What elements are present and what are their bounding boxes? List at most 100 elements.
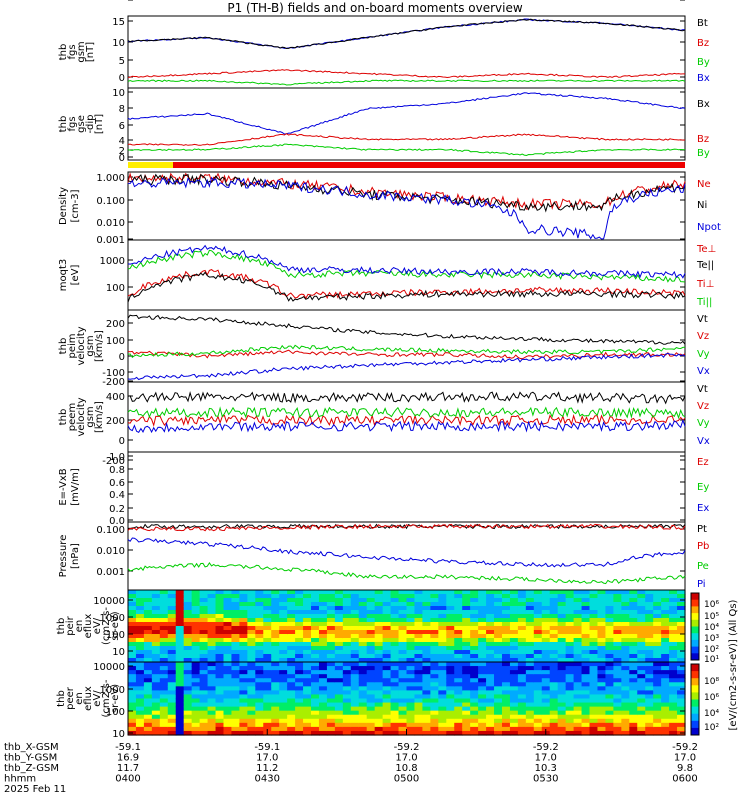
spectrogram-cell (517, 638, 527, 643)
spectrogram-cell (167, 654, 177, 659)
spectrogram-cell (175, 598, 185, 603)
spectrogram-cell (438, 702, 447, 708)
spectrogram-cell (215, 650, 225, 655)
spectrogram-cell (589, 702, 599, 708)
spectrogram-cell (549, 638, 559, 643)
spectrogram-cell (390, 654, 400, 659)
spectrogram-cell (223, 642, 233, 647)
spectrogram-cell (382, 718, 392, 724)
spectrogram-cell (366, 666, 376, 671)
spectrogram-cell (677, 722, 686, 728)
spectrogram-cell (573, 702, 583, 708)
spectrogram-cell (549, 702, 559, 708)
spectrogram-cell (239, 730, 248, 736)
spectrogram-cell (581, 646, 591, 651)
spectrogram-cell (207, 690, 217, 696)
spectrogram-cell (478, 594, 487, 599)
spectrogram-cell (255, 590, 264, 595)
series-Pt (127, 523, 686, 530)
spectrogram-cell (589, 730, 599, 736)
spectrogram-cell (478, 634, 487, 639)
spectrogram-cell (669, 638, 678, 643)
spectrogram-cell (151, 662, 161, 667)
spectrogram-cell (318, 690, 328, 696)
spectrogram-cell (573, 654, 583, 659)
spectrogram-cell (414, 702, 424, 708)
spectrogram-cell (223, 622, 233, 627)
spectrogram-cell (279, 718, 288, 724)
spectrogram-cell (326, 650, 336, 655)
spectrogram-cell (661, 674, 670, 679)
spectrogram-cell (271, 722, 280, 728)
footer-value: 17.0 (674, 753, 696, 764)
spectrogram-cell (342, 614, 352, 619)
spectrogram-cell (565, 678, 575, 683)
spectrogram-cell (183, 646, 193, 651)
spectrogram-cell (231, 638, 240, 643)
spectrogram-cell (517, 590, 527, 595)
spectrogram-cell (621, 606, 630, 611)
spectrogram-cell (597, 638, 607, 643)
spectrogram-cell (398, 654, 408, 659)
spectrogram-cell (358, 662, 368, 667)
spectrogram-cell (135, 698, 145, 704)
spectrogram-cell (390, 590, 400, 595)
spectrogram-cell (207, 666, 217, 671)
spectrogram-cell (613, 602, 622, 607)
spectrogram-cell (247, 610, 256, 615)
spectrogram-cell (334, 726, 344, 732)
spectrogram-cell (382, 698, 392, 704)
spectrogram-cell (303, 674, 312, 679)
y-tick-label: 0.001 (96, 235, 125, 246)
spectrogram-cell (255, 638, 264, 643)
spectrogram-cell (334, 646, 344, 651)
spectrogram-cell (669, 626, 678, 631)
spectrogram-cell (334, 666, 344, 671)
spectrogram-cell (637, 678, 646, 683)
spectrogram-cell (501, 690, 511, 696)
spectrogram-cell (374, 674, 384, 679)
spectrogram-cell (318, 714, 328, 720)
spectrogram-cell (589, 598, 599, 603)
spectrogram-cell (263, 674, 272, 679)
spectrogram-cell (279, 602, 288, 607)
spectrogram-cell (565, 686, 575, 691)
spectrogram-cell (239, 682, 248, 687)
spectrogram-cell (255, 682, 264, 687)
spectrogram-cell (581, 730, 591, 736)
spectrogram-cell (247, 614, 256, 619)
spectrogram-cell (143, 634, 153, 639)
spectrogram-cell (271, 694, 280, 700)
spectrogram-cell (509, 610, 519, 615)
colorbar-tick: 10⁶ (704, 693, 719, 703)
spectrogram-cell (374, 602, 384, 607)
spectrogram-cell (605, 646, 614, 651)
y-tick-label: 0.6 (109, 478, 125, 489)
spectrogram-cell (311, 730, 320, 736)
spectrogram-cell (271, 622, 280, 627)
spectrogram-cell (533, 650, 543, 655)
spectrogram-cell (303, 626, 312, 631)
spectrogram-cell (382, 594, 392, 599)
spectrogram-cell (175, 726, 185, 732)
spectrogram-cell (207, 678, 217, 683)
spectrogram-cell (215, 714, 225, 720)
spectrogram-cell (517, 702, 527, 708)
spectrogram-cell (438, 682, 447, 687)
spectrogram-cell (597, 682, 607, 687)
spectrogram-cell (470, 658, 479, 663)
spectrogram-cell (661, 730, 670, 736)
spectrogram-cell (366, 626, 376, 631)
spectrogram-cell (334, 694, 344, 700)
spectrogram-cell (494, 714, 503, 720)
y-axis-label: fgs (67, 44, 78, 59)
spectrogram-cell (557, 694, 567, 700)
spectrogram-cell (382, 714, 392, 720)
spectrogram-cell (128, 646, 137, 651)
spectrogram-cell (128, 590, 137, 595)
colorbar-tick: 10⁴ (704, 709, 719, 719)
spectrogram-cell (406, 634, 416, 639)
spectrogram-cell (605, 666, 614, 671)
spectrogram-cell (223, 674, 233, 679)
spectrogram-cell (541, 654, 551, 659)
